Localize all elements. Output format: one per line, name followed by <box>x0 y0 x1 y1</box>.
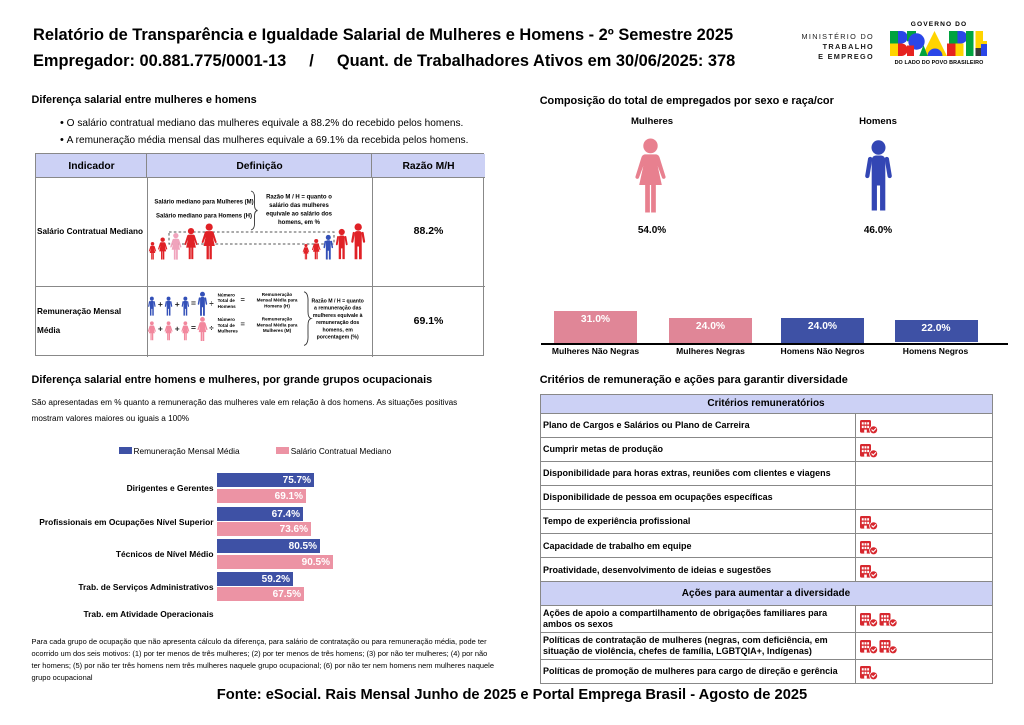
svg-text:mulheres equivale à: mulheres equivale à <box>313 313 363 319</box>
svg-text:+: + <box>175 299 180 309</box>
svg-text:porcentagem (%): porcentagem (%) <box>317 335 359 341</box>
svg-text:Mensal Média para: Mensal Média para <box>257 322 298 327</box>
svg-text:a remuneração das: a remuneração das <box>314 306 361 312</box>
svg-text:Total de: Total de <box>218 298 236 303</box>
svg-text:÷: ÷ <box>209 299 214 308</box>
svg-text:+: + <box>158 324 163 334</box>
svg-text:=: = <box>241 320 246 329</box>
svg-text:+: + <box>158 299 163 309</box>
svg-text:salário das mulheres: salário das mulheres <box>269 203 329 209</box>
svg-text:homens, em %: homens, em % <box>278 220 321 226</box>
svg-text:homens, em: homens, em <box>323 327 354 333</box>
svg-text:Mulheres (M): Mulheres (M) <box>263 328 292 333</box>
svg-text:Número: Número <box>218 317 236 322</box>
svg-text:remuneração dos: remuneração dos <box>316 320 359 326</box>
svg-text:equivale ao salário dos: equivale ao salário dos <box>266 212 333 218</box>
svg-text:=: = <box>191 323 196 333</box>
svg-text:+: + <box>175 324 180 334</box>
svg-text:Homens (H): Homens (H) <box>264 303 290 308</box>
svg-text:Salário mediano para Homens (H: Salário mediano para Homens (H) <box>156 214 252 220</box>
svg-text:Mulheres: Mulheres <box>218 329 239 334</box>
svg-text:Razão M / H = quanto: Razão M / H = quanto <box>312 299 364 305</box>
svg-text:Salário mediano para Mulheres: Salário mediano para Mulheres (M) <box>154 200 253 206</box>
svg-text:Número: Número <box>218 293 236 298</box>
svg-text:Remuneração: Remuneração <box>262 292 293 297</box>
svg-text:Homens: Homens <box>218 304 237 309</box>
svg-text:=: = <box>241 295 246 304</box>
svg-text:Remuneração: Remuneração <box>262 317 293 322</box>
svg-text:Mensal Média para: Mensal Média para <box>257 298 298 303</box>
svg-text:Total de: Total de <box>218 323 236 328</box>
svg-text:÷: ÷ <box>209 324 214 333</box>
svg-text:Razão M / H = quanto o: Razão M / H = quanto o <box>266 194 332 200</box>
svg-text:=: = <box>191 298 196 308</box>
